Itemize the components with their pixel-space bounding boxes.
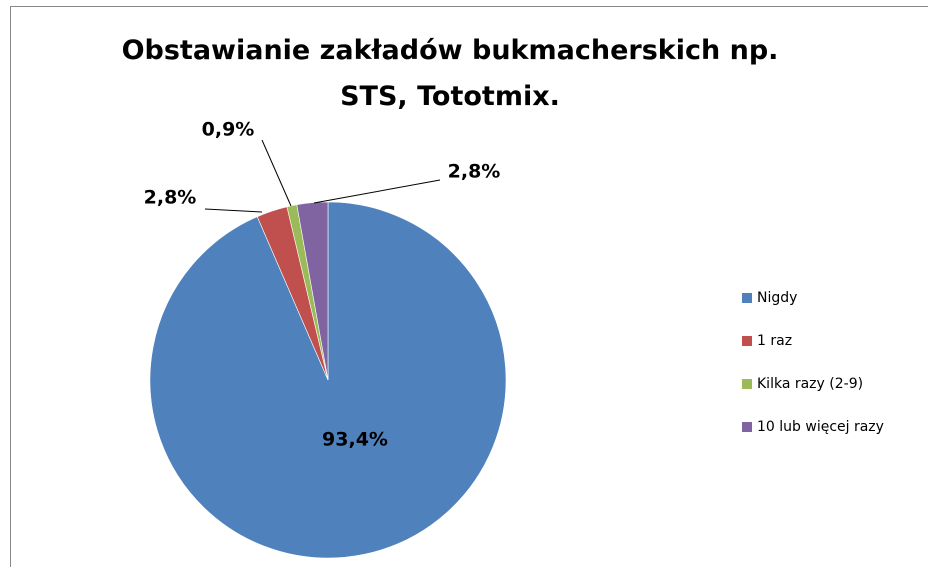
legend-label: Kilka razy (2-9) bbox=[757, 376, 863, 392]
pie-slice bbox=[296, 201, 329, 381]
chart-title: Obstawianie zakładów bukmacherskich np. … bbox=[121, 35, 779, 112]
legend-swatch bbox=[742, 293, 752, 303]
legend-swatch bbox=[742, 336, 752, 346]
legend-swatch bbox=[742, 379, 752, 389]
leader-line bbox=[313, 179, 441, 204]
legend-label: 10 lub więcej razy bbox=[757, 419, 884, 435]
leader-line bbox=[261, 139, 292, 207]
legend-label: 1 raz bbox=[757, 333, 792, 349]
data-label: 93,4% bbox=[322, 429, 388, 451]
data-label: 0,9% bbox=[202, 119, 255, 141]
leader-line bbox=[204, 208, 263, 213]
legend-label: Nigdy bbox=[757, 290, 797, 306]
legend-swatch bbox=[742, 422, 752, 432]
data-label: 2,8% bbox=[144, 187, 197, 209]
data-label: 2,8% bbox=[448, 161, 501, 183]
